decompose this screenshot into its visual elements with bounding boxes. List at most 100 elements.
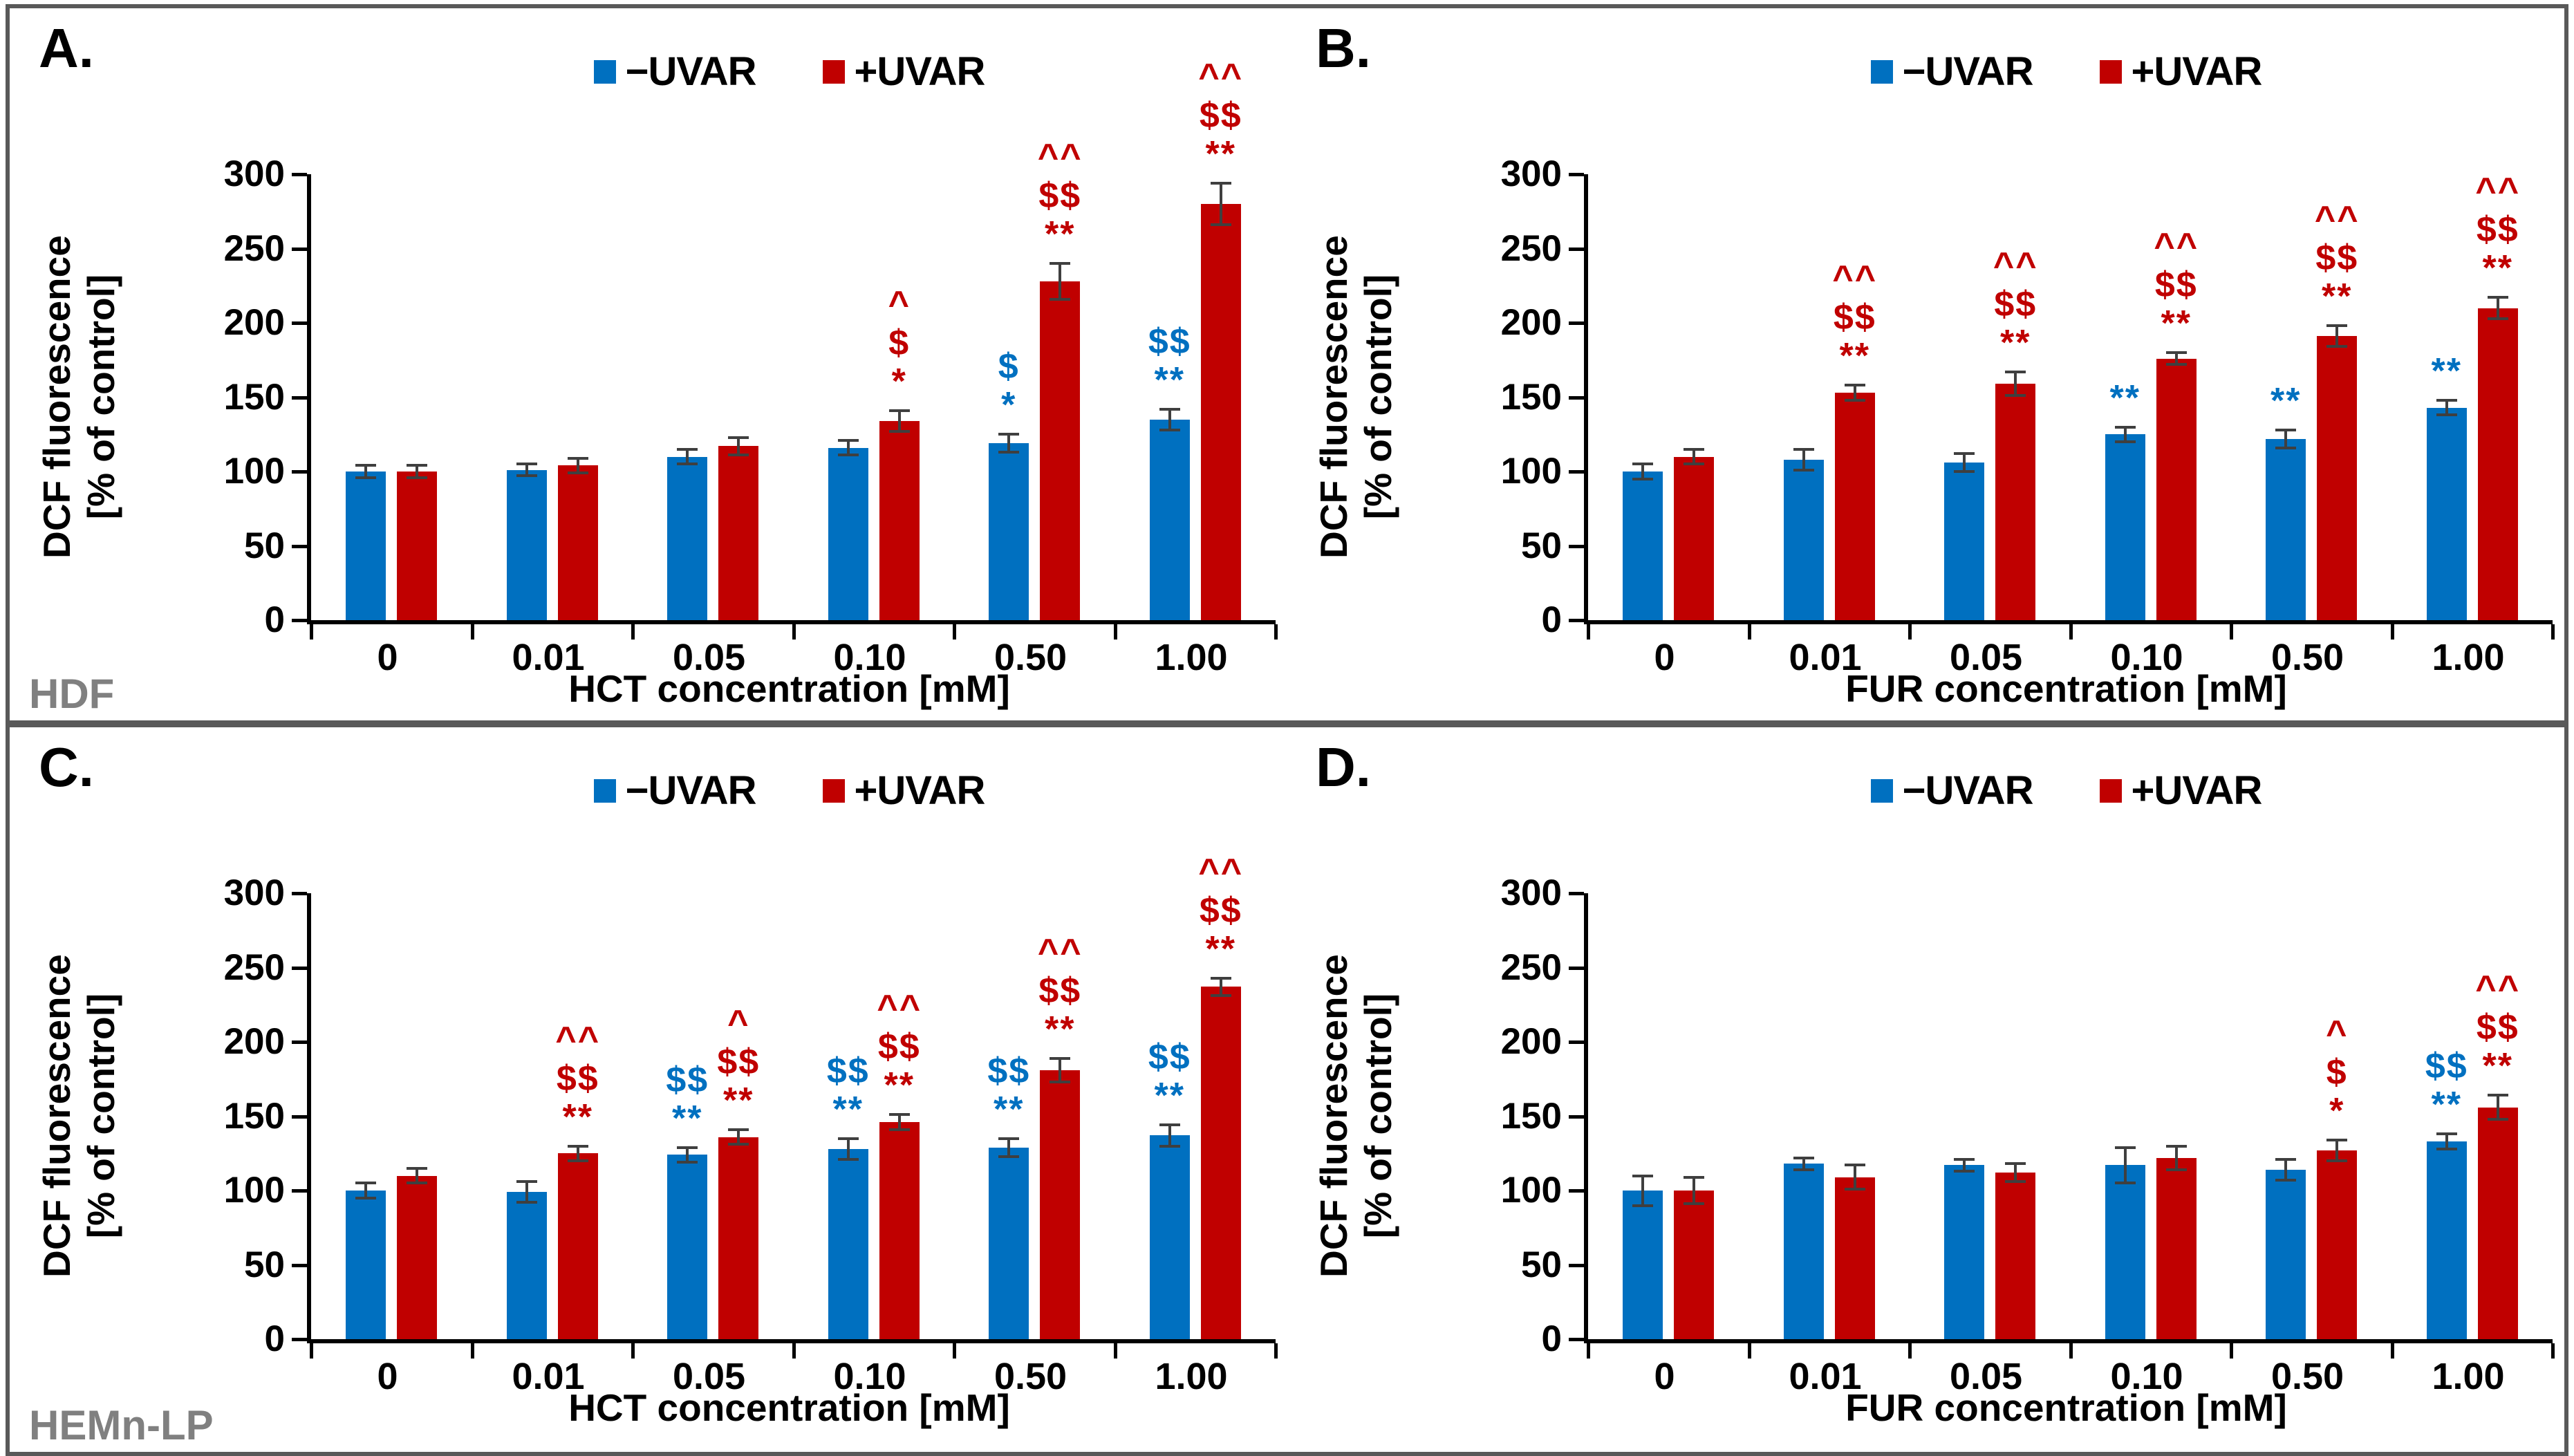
error-bar bbox=[1692, 449, 1696, 465]
significance-symbol: ** bbox=[832, 1089, 864, 1130]
error-bar bbox=[525, 1182, 528, 1203]
significance-symbol: ^^ bbox=[2314, 199, 2360, 240]
error-bar bbox=[2445, 400, 2448, 416]
significance-symbol: ^^ bbox=[1198, 56, 1244, 97]
significance-annotations: ^^ $$ ** bbox=[984, 138, 1136, 254]
chart-panel-d: D. −UVAR +UVAR DCF fluorescence [% of contro… bbox=[1287, 727, 2564, 1452]
error-bar bbox=[2284, 1159, 2288, 1180]
y-tick-mark bbox=[1569, 173, 1584, 176]
significance-symbol: $$ bbox=[1148, 1037, 1191, 1078]
bar-plus-uvar-1.00 bbox=[1200, 987, 1241, 1339]
error-bar bbox=[525, 464, 528, 476]
y-axis-title-line: [% of control] bbox=[1356, 274, 1399, 520]
x-tick-label: 1.00 bbox=[2432, 1356, 2505, 1397]
y-tick-label: 100 bbox=[223, 451, 285, 492]
error-bar-cap bbox=[355, 464, 377, 467]
error-bar-cap bbox=[2326, 1159, 2348, 1162]
bar-plus-uvar-1.00 bbox=[2477, 1107, 2518, 1339]
y-tick-mark bbox=[292, 247, 307, 251]
legend-item-minus-uvar: −UVAR bbox=[1870, 48, 2033, 95]
legend-swatch-icon bbox=[822, 778, 845, 803]
x-axis-title: HCT concentration [mM] bbox=[568, 1386, 1010, 1429]
significance-symbol: $$ bbox=[556, 1058, 599, 1099]
y-tick-mark bbox=[1569, 395, 1584, 400]
error-bar bbox=[1853, 385, 1856, 400]
error-bar bbox=[2284, 429, 2288, 448]
significance-symbol: ^ bbox=[727, 1002, 750, 1043]
y-tick-label: 50 bbox=[1521, 1244, 1562, 1285]
error-bar bbox=[846, 440, 850, 456]
error-bar-cap bbox=[1793, 1156, 1814, 1159]
significance-annotations: ^^ $$ ** bbox=[2422, 171, 2574, 288]
error-bar-cap bbox=[1159, 1144, 1180, 1148]
significance-annotations: ^^ $$ ** bbox=[1779, 259, 1931, 375]
y-tick-mark bbox=[292, 321, 307, 325]
error-bar bbox=[1219, 978, 1222, 996]
error-bar-cap bbox=[567, 472, 588, 475]
error-bar-cap bbox=[1159, 428, 1180, 431]
error-bar bbox=[364, 1183, 368, 1198]
legend-swatch-icon bbox=[593, 59, 616, 84]
error-bar bbox=[897, 410, 901, 431]
significance-annotations: ^^ $$ ** bbox=[2100, 227, 2253, 343]
significance-symbol: $$ bbox=[2476, 1007, 2519, 1048]
bar-minus-uvar-0.10 bbox=[2105, 1165, 2145, 1339]
bar-plus-uvar-0.05 bbox=[1995, 384, 2036, 620]
significance-annotations: $$ ** bbox=[1094, 322, 1246, 400]
error-bar-cap bbox=[1684, 1175, 1705, 1179]
significance-symbol: ^^ bbox=[2475, 969, 2521, 1009]
x-tick-label: 1.00 bbox=[2432, 637, 2505, 678]
bar-plus-uvar-0.50 bbox=[2317, 336, 2358, 620]
x-tick-mark bbox=[310, 624, 313, 640]
error-bar-cap bbox=[888, 409, 910, 412]
error-bar-cap bbox=[1210, 976, 1231, 980]
y-tick-mark bbox=[292, 395, 307, 400]
panel-letter-b: B. bbox=[1316, 17, 1371, 79]
x-tick-label: 0.01 bbox=[1789, 637, 1862, 678]
figure-row-hdf: A. −UVAR +UVAR DCF fluorescence [% of contro… bbox=[6, 4, 2568, 725]
y-tick-mark bbox=[292, 173, 307, 176]
bar-plus-uvar-0.01 bbox=[557, 1153, 598, 1339]
error-bar bbox=[737, 1129, 740, 1145]
panel-letter-d: D. bbox=[1316, 736, 1371, 798]
error-bar-cap bbox=[2005, 370, 2026, 373]
significance-symbol: $$ bbox=[877, 1027, 921, 1067]
significance-symbol: ^ bbox=[2326, 1013, 2349, 1054]
y-tick-mark bbox=[292, 1114, 307, 1119]
y-tick-mark bbox=[1569, 1338, 1584, 1341]
x-axis-title: FUR concentration [mM] bbox=[1845, 667, 2287, 710]
significance-symbol: ^^ bbox=[1993, 245, 2038, 286]
error-bar-cap bbox=[1632, 1174, 1654, 1177]
legend-swatch-icon bbox=[1870, 778, 1893, 803]
error-bar bbox=[2014, 371, 2017, 396]
x-tick-label: 0.10 bbox=[2110, 1356, 2183, 1397]
bar-plus-uvar-0.10 bbox=[2156, 358, 2197, 620]
bar-minus-uvar-0.10 bbox=[2105, 434, 2145, 620]
significance-symbol: $$ bbox=[2476, 209, 2519, 250]
bar-minus-uvar-0.01 bbox=[506, 1192, 547, 1339]
error-bar-cap bbox=[516, 474, 537, 478]
significance-symbol: ^^ bbox=[2154, 226, 2199, 266]
error-bar bbox=[897, 1114, 901, 1130]
error-bar bbox=[1007, 434, 1011, 453]
error-bar-cap bbox=[1684, 447, 1705, 451]
legend-item-minus-uvar: −UVAR bbox=[593, 767, 756, 814]
error-bar bbox=[1963, 1159, 1966, 1172]
error-bar-cap bbox=[2165, 363, 2187, 366]
error-bar-cap bbox=[1210, 994, 1231, 998]
y-tick-mark bbox=[1569, 1263, 1584, 1267]
error-bar-cap bbox=[1159, 1123, 1180, 1127]
error-bar-cap bbox=[355, 1182, 377, 1185]
error-bar-cap bbox=[2005, 1162, 2026, 1166]
legend-swatch-icon bbox=[2099, 59, 2122, 84]
significance-symbol: * bbox=[1001, 385, 1017, 426]
significance-symbol: $$ bbox=[1199, 95, 1242, 136]
significance-symbol: ** bbox=[884, 1065, 915, 1106]
bar-plus-uvar-0.05 bbox=[718, 446, 759, 620]
x-tick-mark bbox=[2390, 1343, 2394, 1359]
y-tick-label: 150 bbox=[223, 1095, 285, 1137]
significance-symbol: ** bbox=[672, 1098, 703, 1139]
y-tick-label: 200 bbox=[1500, 302, 1562, 343]
significance-symbol: ** bbox=[2161, 304, 2192, 344]
significance-annotations: ^^ $$ ** bbox=[2422, 969, 2574, 1085]
